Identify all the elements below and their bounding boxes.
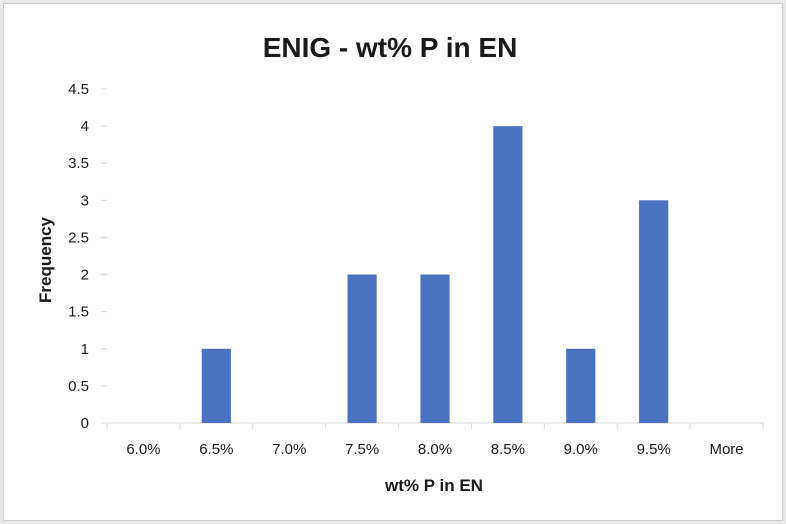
y-tick-label: 3.5 xyxy=(68,155,89,172)
x-tick-label: 6.5% xyxy=(199,441,233,458)
x-axis-title: wt% P in EN xyxy=(384,476,483,495)
x-tick-label: 9.5% xyxy=(637,441,671,458)
y-tick-label: 2.5 xyxy=(68,229,89,246)
bar xyxy=(639,200,669,423)
x-tick-label: 8.5% xyxy=(491,441,525,458)
bar xyxy=(347,274,377,423)
histogram-chart: ENIG - wt% P in EN 00.511.522.533.544.5 … xyxy=(36,32,764,495)
y-tick-label: 4 xyxy=(81,118,89,135)
x-tick-label: 8.0% xyxy=(418,441,452,458)
x-tick-label: 7.5% xyxy=(345,441,379,458)
y-tick-label: 3 xyxy=(81,192,89,209)
x-tick-label: 9.0% xyxy=(564,441,598,458)
bar-series xyxy=(201,126,669,423)
y-tick-label: 0.5 xyxy=(68,378,89,395)
x-axis: 6.0% 6.5% 7.0% 7.5% 8.0% 8.5% 9.0% 9.5% More xyxy=(106,422,764,458)
chart-frame: ENIG - wt% P in EN 0 0.5 1 1.5 2 2.5 3 3.5 4 4.5 … xyxy=(3,3,783,521)
y-tick-label: 4.5 xyxy=(68,81,89,98)
x-tick-label: More xyxy=(709,441,743,458)
chart-title: ENIG - wt% P in EN xyxy=(263,32,518,63)
y-axis: 0 0.5 1 1.5 2 2.5 3 3.5 4 4.5 xyxy=(68,81,107,432)
x-tick-label: 7.0% xyxy=(272,441,306,458)
bar xyxy=(201,348,231,423)
y-axis-title: Frequency xyxy=(36,216,55,303)
x-tick-label: 6.0% xyxy=(126,441,160,458)
y-tick-label: 0 xyxy=(81,415,89,432)
bar xyxy=(420,274,450,423)
y-tick-label: 2 xyxy=(81,267,89,284)
bar xyxy=(566,348,596,423)
bar xyxy=(493,126,523,423)
y-tick-label: 1.5 xyxy=(68,304,89,321)
y-tick-label: 1 xyxy=(81,341,89,358)
